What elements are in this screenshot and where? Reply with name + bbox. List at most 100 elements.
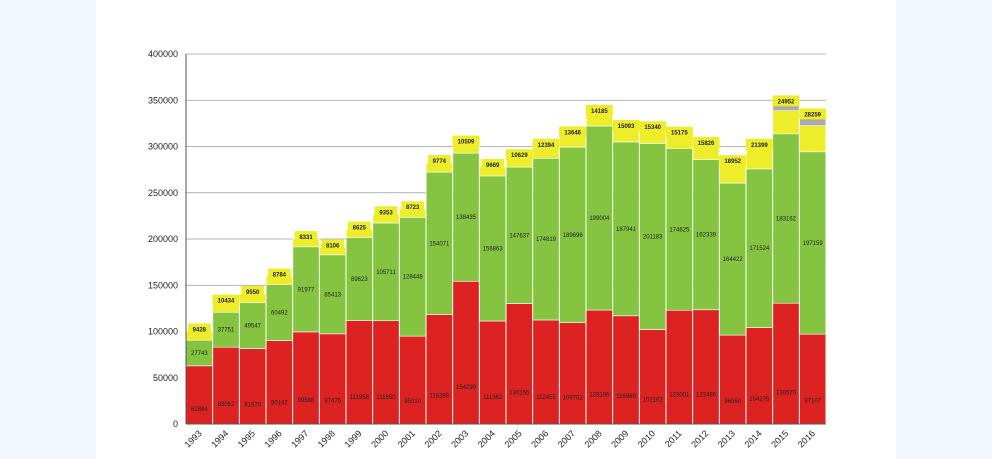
- bar-segment-green: [772, 133, 800, 304]
- data-label-red: 111650: [376, 395, 396, 401]
- x-tick-label: 2004: [476, 428, 497, 449]
- data-label-yellow: 28259: [804, 112, 821, 118]
- data-label-green: 147637: [509, 233, 530, 239]
- bar-segment-green: [532, 157, 560, 321]
- x-tick-label: 1998: [316, 428, 337, 449]
- data-label-green: 187941: [616, 227, 637, 233]
- bar-segment-red: [239, 348, 267, 425]
- x-tick-label: 1995: [236, 428, 257, 449]
- data-label-red: 95010: [404, 399, 421, 405]
- data-label-box-yellow: [401, 201, 425, 213]
- bar-segment-red: [372, 320, 400, 425]
- data-label-green: 174625: [669, 227, 690, 233]
- data-label-box-yellow: [665, 126, 693, 138]
- data-label-box-yellow: [719, 155, 747, 167]
- data-label-yellow: 10509: [458, 140, 475, 146]
- data-label-yellow: 15093: [618, 124, 635, 130]
- data-label-red: 111362: [483, 395, 503, 401]
- y-tick-label: 200000: [148, 234, 178, 244]
- data-label-green: 156863: [483, 246, 504, 252]
- data-label-box-yellow: [347, 221, 371, 233]
- bar-segment-green: [639, 143, 667, 330]
- y-tick-label: 250000: [148, 188, 178, 198]
- data-label-red: 154299: [456, 385, 477, 391]
- bar-segment-green: [799, 151, 827, 335]
- x-tick-label: 2016: [796, 428, 817, 449]
- data-label-green: 171524: [749, 246, 770, 252]
- bar-segment-red: [185, 365, 213, 425]
- data-label-box-yellow: [772, 95, 800, 107]
- x-tick-label: 2013: [716, 428, 737, 449]
- x-tick-label: 2014: [743, 428, 764, 449]
- data-label-yellow: 21399: [751, 143, 768, 149]
- data-label-yellow: 9353: [379, 210, 393, 216]
- data-label-red: 116969: [616, 394, 636, 400]
- y-tick-label: 400000: [148, 49, 178, 59]
- bar-segment-red: [532, 319, 560, 425]
- data-label-green: 128448: [403, 275, 424, 281]
- data-label-box-yellow: [187, 323, 211, 335]
- data-label-red: 62884: [191, 407, 208, 413]
- bar-segment-red: [212, 346, 240, 425]
- data-label-red: 83052: [218, 402, 235, 408]
- bar-segment-red: [452, 280, 480, 425]
- data-label-yellow: 9669: [486, 163, 500, 169]
- x-tick-label: 2005: [503, 428, 524, 449]
- x-tick-label: 1993: [183, 428, 204, 449]
- data-label-red: 90142: [271, 400, 288, 406]
- data-label-yellow: 9550: [246, 290, 260, 296]
- bar-segment-green: [745, 168, 773, 328]
- data-label-green: 105711: [376, 270, 396, 276]
- x-tick-label: 2015: [769, 428, 790, 449]
- data-label-green: 85413: [324, 292, 341, 298]
- y-tick-label: 300000: [148, 142, 178, 152]
- data-label-green: 189696: [563, 233, 584, 239]
- data-label-yellow: 13646: [564, 130, 581, 136]
- data-label-green: 60492: [271, 311, 288, 317]
- data-label-red: 123001: [669, 392, 690, 398]
- data-label-box-yellow: [294, 231, 318, 243]
- data-labels: 62884 27743 9428 83052 37751 10434 81570 49547 9…: [187, 95, 827, 413]
- bar-segment-red: [665, 309, 693, 425]
- bar-segment-green: [559, 146, 587, 323]
- bar-segment-red: [719, 334, 747, 425]
- data-label-green: 164422: [723, 257, 744, 263]
- data-label-red: 130570: [776, 391, 797, 397]
- data-label-green: 37751: [218, 328, 235, 334]
- data-label-box-yellow: [452, 135, 480, 147]
- bar-segment-green: [585, 125, 613, 311]
- chart-panel: 0 50000 100000 150000 200000 250000 300000 3500…: [96, 0, 896, 459]
- bar-segment-green: [319, 254, 347, 335]
- bar-segment-red: [799, 333, 827, 425]
- bar-segment-green: [452, 152, 480, 282]
- bar-segment-green: [265, 284, 293, 341]
- data-label-yellow: 15175: [671, 131, 688, 137]
- x-tick-label: 2007: [556, 428, 577, 449]
- bar-segment-green: [372, 222, 400, 322]
- x-tick-label: 2003: [449, 428, 470, 449]
- y-tick-label: 0: [173, 419, 178, 429]
- data-label-box-yellow: [481, 158, 505, 170]
- x-tick-label: 1997: [289, 428, 310, 449]
- data-label-box-yellow: [505, 149, 533, 161]
- bar-segment-red: [559, 322, 587, 425]
- data-label-yellow: 15826: [698, 141, 715, 147]
- data-label-box-yellow: [745, 138, 773, 150]
- data-label-box-yellow: [267, 268, 291, 280]
- data-label-box-yellow: [639, 121, 667, 133]
- data-label-green: 197159: [803, 241, 824, 247]
- data-label-red: 97475: [324, 399, 341, 405]
- data-label-red: 96060: [724, 399, 741, 405]
- data-label-yellow: 8106: [326, 243, 340, 249]
- data-label-yellow: 18952: [724, 159, 741, 165]
- bar-segment-red: [399, 335, 427, 425]
- data-label-box-yellow: [241, 285, 265, 297]
- bar-segment-red: [505, 303, 533, 425]
- bar-segment-red: [292, 331, 320, 425]
- data-label-yellow: 8784: [273, 273, 287, 279]
- data-label-green: 89623: [351, 277, 368, 283]
- bar-segment-red: [772, 302, 800, 425]
- bar-segment-green: [345, 237, 373, 321]
- bar-segment-yellow: [745, 148, 773, 170]
- data-label-box-yellow: [321, 239, 345, 251]
